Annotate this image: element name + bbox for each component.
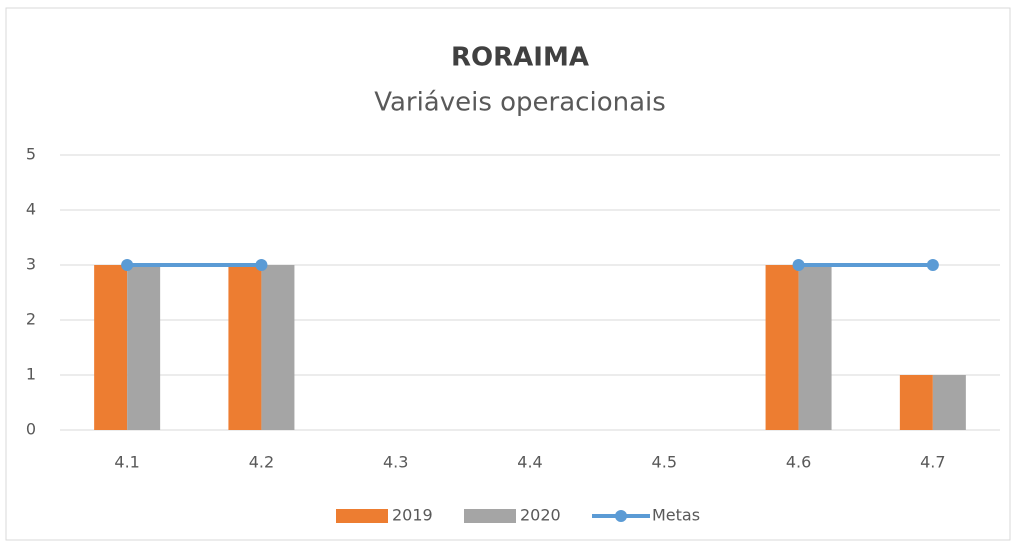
chart-frame — [5, 7, 1011, 541]
line-marker — [255, 259, 268, 271]
y-tick-label: 2 — [26, 310, 36, 329]
legend-label: 2020 — [520, 506, 561, 525]
y-tick-label: 1 — [26, 365, 36, 384]
bar — [798, 265, 832, 430]
x-tick-label: 4.7 — [920, 453, 945, 472]
bar — [94, 265, 128, 430]
bar — [899, 375, 933, 430]
legend-swatch-marker — [615, 510, 627, 522]
line-marker — [926, 259, 939, 271]
chart-subtitle: Variáveis operacionais — [374, 88, 666, 118]
y-tick-label: 4 — [26, 200, 36, 219]
bar — [228, 265, 262, 430]
bar — [765, 265, 799, 430]
y-tick-label: 3 — [26, 255, 36, 274]
x-tick-label: 4.6 — [786, 453, 811, 472]
line-marker — [792, 259, 805, 271]
x-tick-label: 4.1 — [114, 453, 139, 472]
legend-label: 2019 — [392, 506, 433, 525]
x-tick-label: 4.2 — [249, 453, 274, 472]
bar — [932, 375, 966, 430]
bar — [127, 265, 161, 430]
bar — [261, 265, 295, 430]
y-tick-label: 0 — [26, 420, 36, 439]
x-tick-label: 4.3 — [383, 453, 408, 472]
y-tick-label: 5 — [26, 145, 36, 164]
x-tick-label: 4.4 — [517, 453, 542, 472]
legend-swatch — [336, 509, 388, 523]
chart-title: RORAIMA — [451, 43, 589, 73]
x-tick-label: 4.5 — [652, 453, 677, 472]
line-marker — [121, 259, 134, 271]
legend-label: Metas — [652, 506, 700, 525]
legend-swatch — [464, 509, 516, 523]
